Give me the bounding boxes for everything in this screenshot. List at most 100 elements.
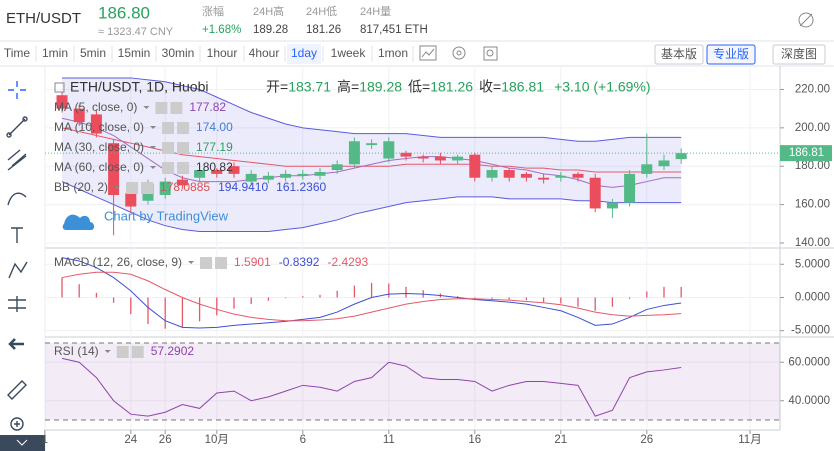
interval[interactable]: 4hour [249,46,280,60]
candle-body [434,156,446,161]
legend-button[interactable] [200,257,213,269]
indicator-name: BB (20, 2) [54,180,108,194]
collapse-button[interactable] [0,435,45,451]
candle-body [452,156,464,161]
y-tick-label: 180.00 [795,160,830,172]
interval[interactable]: 15min [118,46,151,60]
legend-button[interactable] [131,346,144,358]
last-price-tag [780,145,832,162]
macd-line [61,271,682,322]
ohlc-value: 183.71 [288,79,331,95]
legend-button[interactable] [177,142,190,154]
candle-body [383,141,395,159]
view-label: 基本版 [661,47,697,61]
last-price-label: 186.81 [789,147,824,159]
candle-body [400,152,412,157]
interval[interactable]: 5min [80,46,106,60]
interval-active-bg [287,44,321,64]
chart-tool-icons[interactable] [419,12,814,61]
interval[interactable]: 1mon [378,46,408,60]
legend-button[interactable] [215,257,228,269]
interval[interactable]: 1week [331,46,367,60]
indicator-name: MA (10, close, 0) [54,120,144,134]
legend-caret[interactable] [104,350,111,353]
band-fill [62,77,682,232]
legend-caret[interactable] [150,146,157,149]
legend-button[interactable] [162,122,175,134]
legend-caret[interactable] [114,186,121,189]
legend-button[interactable] [170,102,183,114]
indicator-name: MA (60, close, 0) [54,160,144,174]
ohlc-label: 收= [479,79,501,95]
view-button[interactable] [706,44,756,65]
macd-line [61,257,682,329]
stat-label: 24H低 [306,5,337,18]
x-tick-label: 10月 [205,434,229,446]
y-tick-label: 140.00 [795,237,830,249]
candle-body [606,202,618,209]
candle-body [331,164,343,171]
legend-button[interactable] [162,142,175,154]
x-tick-label: 11月 [738,434,761,446]
candle-body [56,95,68,109]
indicator-value: 178.0885 [160,180,210,194]
candle-body [211,170,223,174]
y-tick-label: 200.00 [795,122,830,134]
indicator-name: MA (5, close, 0) [54,100,137,114]
candle-body [572,173,584,178]
legend-caret[interactable] [143,106,150,109]
macd-value: -0.8392 [279,255,320,269]
watermark: Chart by TradingView [104,208,229,223]
legend-caret[interactable] [188,261,195,264]
candle-body [366,143,378,146]
interval[interactable]: 1day [291,46,317,60]
y-tick-label: 160.00 [795,199,830,211]
pair: ETH/USDT [6,10,81,27]
legend-button[interactable] [177,162,190,174]
x-tick-label: 6 [300,434,306,446]
chart-title: ETH/USDT, 1D, Huobi [70,79,208,95]
view-button[interactable] [772,44,826,65]
interval[interactable]: 1min [42,46,68,60]
ohlc-label: 高= [337,79,359,95]
macd-value: 1.5901 [234,255,271,269]
interval[interactable]: 1hour [207,46,238,60]
candle-body [658,160,670,167]
legend-caret[interactable] [150,126,157,129]
rsi-band [45,343,780,420]
view-label: 深度图 [781,46,817,61]
legend-button[interactable] [141,182,154,194]
indicator-value: 194.9410 [218,180,268,194]
price: 186.80 [98,3,150,22]
legend-button[interactable] [177,122,190,134]
y-tick-label: 5.0000 [795,258,830,270]
watermark-icon [62,214,95,230]
stat-label: 24H量 [360,5,391,18]
y-tick-label: -5.0000 [791,325,830,337]
view-button[interactable] [654,44,704,65]
legend-caret[interactable] [150,166,157,169]
toolbar-icons[interactable] [6,81,28,431]
candle-body [245,173,257,182]
change: +3.10 (+1.69%) [554,79,651,95]
collapse-icon [16,439,28,446]
legend-button[interactable] [126,182,139,194]
candle-body [73,108,85,123]
x-tick-label: 21 [554,434,567,446]
candle-body [469,154,481,178]
candle-body [194,170,206,178]
macd-name: MACD (12, 26, close, 9) [54,255,182,269]
rsi-value: 57.2902 [151,344,195,358]
y-tick-label: 220.00 [795,83,830,95]
interval[interactable]: Time [4,46,31,60]
legend-button[interactable] [116,346,129,358]
candle-body [520,173,532,178]
stat-label: 24H高 [253,4,284,18]
legend-button[interactable] [155,102,168,114]
view-label: 专业版 [713,46,749,61]
interval[interactable]: 30min [162,46,195,60]
legend-button[interactable] [162,162,175,174]
legend-icon [54,82,65,93]
x-tick-label: 11 [383,434,395,446]
